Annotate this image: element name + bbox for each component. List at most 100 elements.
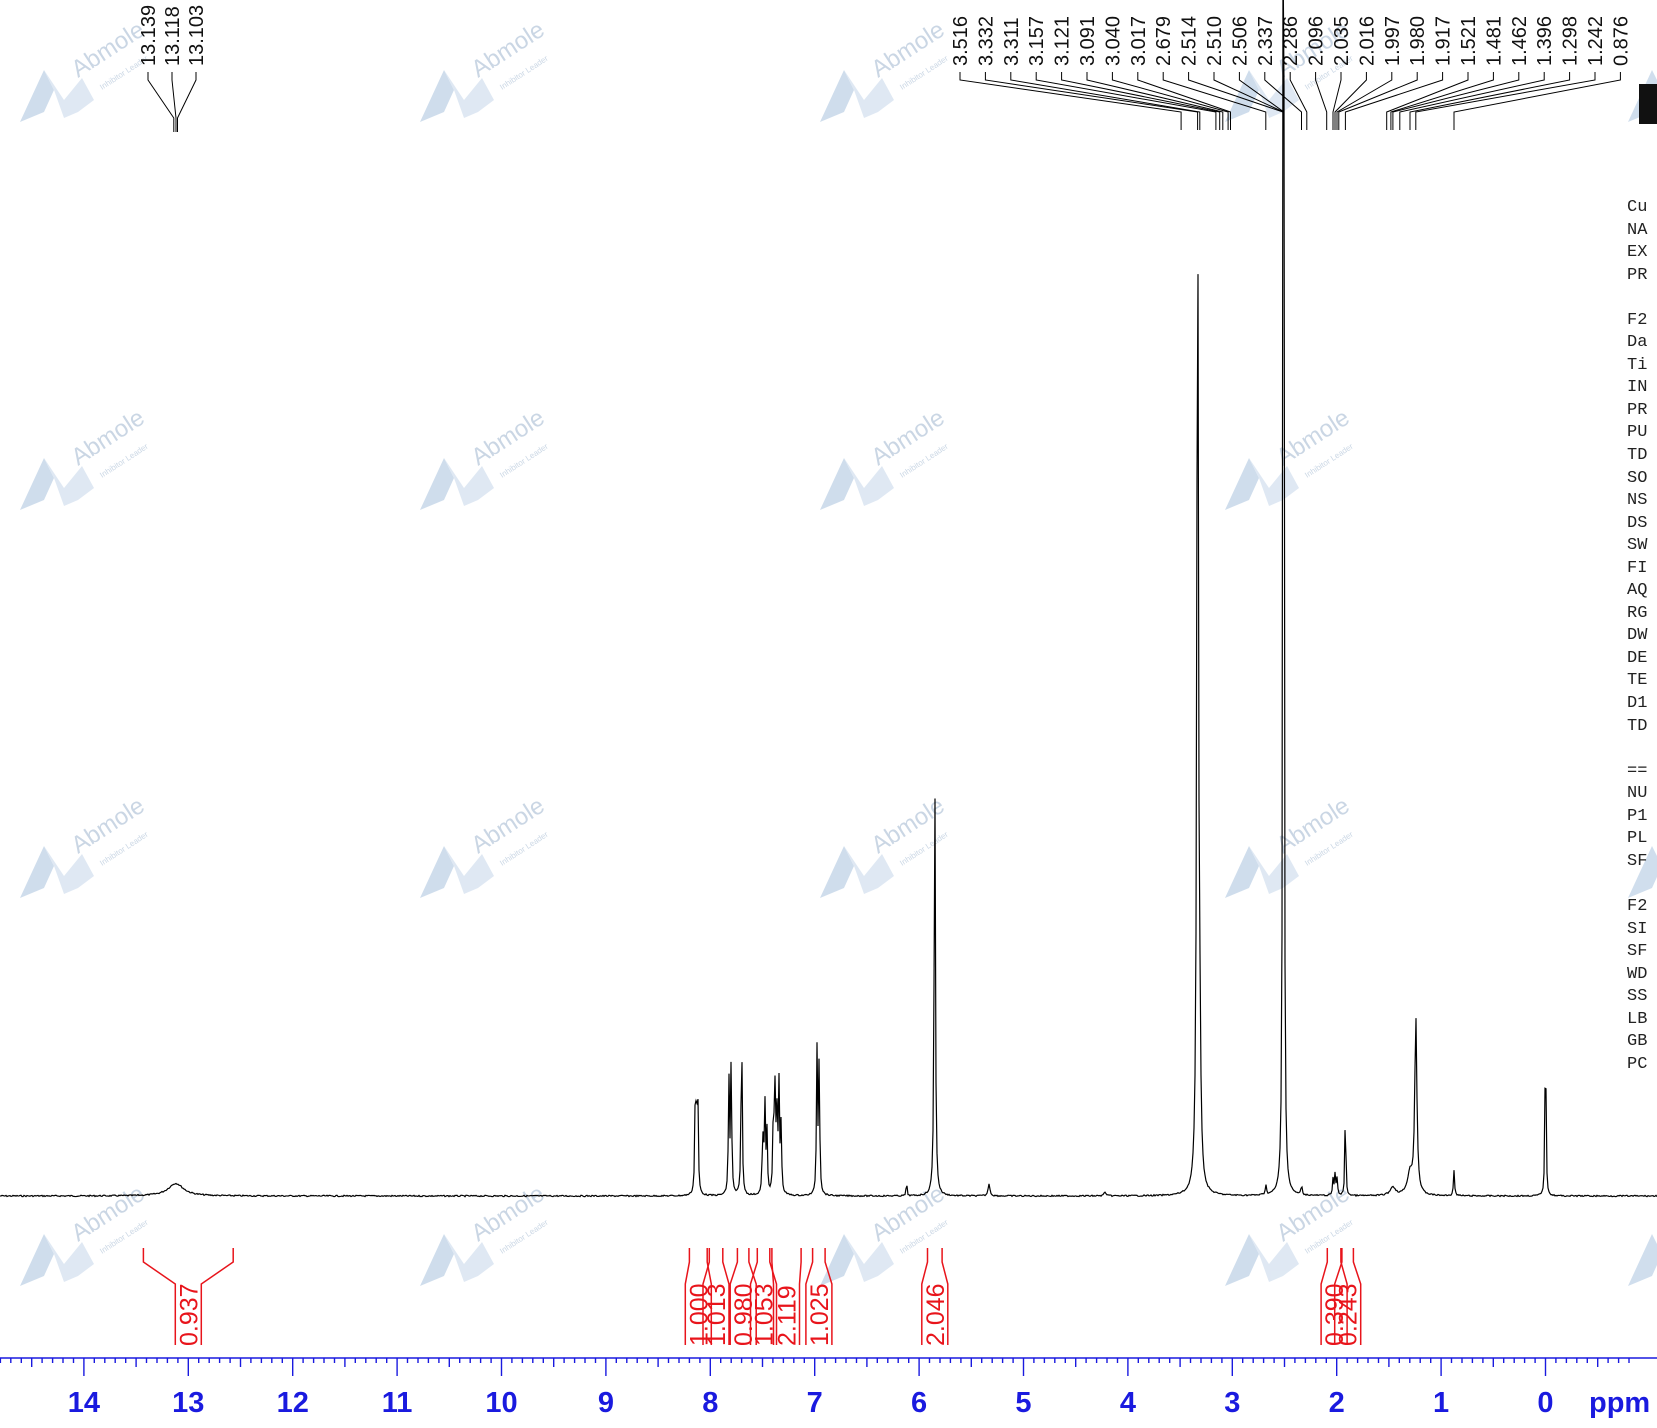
x-axis-tick-label: 2: [1329, 1387, 1345, 1419]
parameter-label: PU: [1627, 423, 1648, 443]
integral-bracket: [805, 1248, 814, 1345]
watermark-brand: Abmole: [67, 404, 150, 471]
integral-bracket: [706, 1248, 713, 1345]
parameter-label: Cu: [1627, 198, 1648, 217]
watermark-mark: [444, 458, 494, 506]
peak-label-connector: [984, 72, 1199, 130]
peak-label-connector: [1289, 72, 1308, 130]
integral-bracket: [771, 1248, 775, 1345]
watermark-mark: [1628, 846, 1657, 898]
watermark-mark: [20, 846, 54, 898]
integral-region: 1.013: [702, 1248, 731, 1346]
integral-bracket: [824, 1248, 833, 1345]
integral-region: 2.119: [771, 1248, 802, 1346]
peak-label-connector: [1035, 72, 1217, 130]
parameter-label: NA: [1627, 220, 1648, 240]
watermark-mark: [1249, 1234, 1299, 1282]
peak-label: 2.337: [1255, 16, 1277, 66]
x-axis-title: ppm: [1589, 1387, 1650, 1419]
parameter-label: F2: [1627, 896, 1648, 916]
peak-label: 1.298: [1560, 16, 1582, 66]
parameter-label: DW: [1627, 626, 1648, 646]
peak-label: 1.521: [1458, 16, 1480, 66]
peak-label: 1.980: [1407, 16, 1429, 66]
peak-label-connector: [1111, 72, 1229, 130]
watermark-brand: Abmole: [1272, 1180, 1355, 1247]
peak-label: 3.311: [1001, 17, 1023, 66]
watermark-mark: [444, 70, 494, 118]
peak-label: 13.139: [138, 5, 160, 66]
peak-label: 2.514: [1179, 16, 1201, 66]
peak-label-connector: [1334, 72, 1367, 130]
watermark-mark: [20, 1234, 54, 1286]
peak-label: 2.510: [1204, 16, 1226, 66]
watermark-mark: [1225, 1234, 1259, 1286]
watermark-mark: [44, 1234, 94, 1282]
peak-label-connector: [1338, 72, 1418, 130]
peak-label-connector: [1332, 72, 1342, 130]
parameter-label: RG: [1627, 603, 1648, 623]
peak-label: 3.332: [975, 16, 997, 66]
parameter-label: SF: [1627, 942, 1648, 962]
watermark-mark: [20, 458, 54, 510]
peak-label: 13.103: [186, 5, 208, 66]
peak-label-connector: [1061, 72, 1221, 130]
integral-bracket: [749, 1248, 759, 1345]
x-axis-tick-label: 0: [1537, 1387, 1553, 1419]
watermark-mark: [44, 458, 94, 506]
peak-label: 2.506: [1229, 16, 1251, 66]
peak-label: 1.462: [1509, 16, 1531, 66]
peak-label: 0.876: [1610, 16, 1632, 66]
x-axis-tick-label: 6: [911, 1387, 927, 1419]
spectrum-layer: [0, 0, 1657, 1198]
parameter-label: PR: [1627, 400, 1648, 420]
integral-region: 1.000: [684, 1248, 713, 1346]
integral-bracket: [1340, 1248, 1348, 1345]
peak-label-connector: [1409, 72, 1571, 130]
peak-label-connector: [147, 72, 175, 132]
watermark-mark: [844, 846, 894, 894]
peak-label-connector: [177, 72, 197, 132]
parameter-label: WD: [1627, 964, 1648, 984]
parameter-label: GB: [1627, 1032, 1648, 1052]
watermark-mark: [1249, 458, 1299, 506]
watermark-mark: [844, 70, 894, 118]
peak-label: 2.679: [1153, 16, 1175, 66]
peak-label-connector: [1399, 72, 1545, 130]
parameter-label: Da: [1627, 333, 1648, 353]
watermark-mark: [444, 846, 494, 894]
peak-label: 3.040: [1102, 16, 1124, 66]
parameter-label: [1627, 287, 1657, 310]
peak-label-connector: [1392, 72, 1520, 130]
peak-label: 2.286: [1280, 16, 1302, 66]
x-axis-tick-label: 8: [702, 1387, 718, 1419]
watermark-mark: [1225, 458, 1259, 510]
parameter-label: PC: [1627, 1054, 1648, 1074]
peak-label: 1.396: [1534, 16, 1556, 66]
watermark-brand: Abmole: [467, 16, 550, 83]
x-axis-tick-label: 10: [485, 1387, 517, 1419]
watermark-brand: Abmole: [67, 792, 150, 859]
parameter-label: PL: [1627, 829, 1648, 849]
integral-region: 0.243: [1333, 1248, 1363, 1346]
peak-label: 1.242: [1585, 16, 1607, 66]
watermark-brand: Abmole: [467, 1180, 550, 1247]
parameter-label: ==: [1627, 761, 1648, 781]
x-axis-tick-label: 9: [598, 1387, 614, 1419]
peak-label: 1.917: [1433, 16, 1455, 66]
watermark-mark: [444, 1234, 494, 1282]
parameter-label: TE: [1627, 671, 1648, 691]
watermark-mark: [420, 458, 454, 510]
watermark-logo: [1628, 846, 1657, 898]
peak-label-connector: [959, 72, 1182, 130]
integral-value: 1.013: [703, 1283, 731, 1346]
peak-label: 1.997: [1382, 16, 1404, 66]
watermark-mark: [844, 458, 894, 506]
